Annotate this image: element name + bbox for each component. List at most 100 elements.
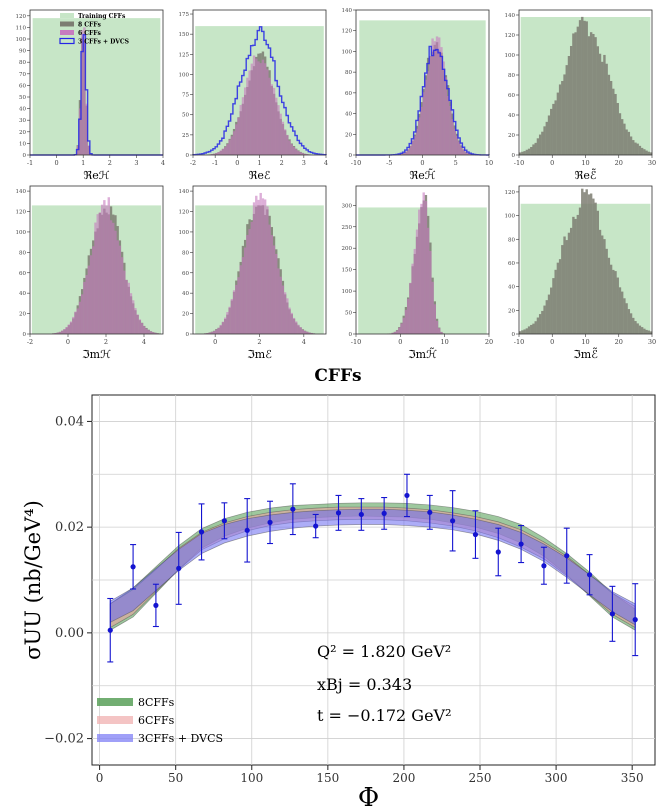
histogram-bar (592, 33, 595, 155)
histogram-bar (438, 328, 441, 334)
histogram-bar (462, 148, 465, 155)
histogram-bar (618, 287, 622, 334)
histogram-bar (598, 229, 602, 334)
histogram-bar (294, 321, 298, 334)
legend-swatch (97, 698, 133, 706)
histogram-bar (279, 276, 282, 334)
data-point (152, 583, 159, 628)
histogram-bar (632, 317, 635, 334)
histogram-bar (411, 263, 414, 334)
histogram-bar (210, 154, 214, 155)
y-tick-label: 100 (505, 214, 516, 220)
histogram-bar (272, 245, 276, 334)
histogram-bar (433, 304, 436, 334)
y-tick-label: 10 (19, 141, 26, 147)
x-axis-label: Φ (358, 783, 379, 812)
histogram-bar (572, 216, 575, 334)
histogram-bar (239, 265, 242, 334)
x-tick-label: 0 (213, 338, 217, 346)
x-tick-label: 20 (485, 338, 493, 346)
y-tick-label: 75 (182, 93, 189, 99)
y-tick-label: 40 (508, 285, 515, 291)
y-tick-label: 50 (182, 113, 189, 119)
data-point (244, 498, 251, 563)
histogram-bar (572, 33, 575, 155)
y-tick-label: 150 (179, 32, 190, 38)
x-tick-label: 0 (398, 338, 402, 346)
histogram-bar (281, 121, 285, 155)
x-tick-label: -5 (386, 159, 392, 167)
x-axis-label: ℑmℰ̃ (573, 347, 598, 361)
histogram-bar (605, 63, 608, 155)
histogram-bar (228, 306, 231, 334)
y-tick-label: 120 (342, 29, 353, 35)
histogram-bar (143, 326, 146, 334)
legend-swatch (59, 37, 75, 45)
histogram-bar (58, 331, 62, 334)
point-marker (609, 611, 615, 617)
data-point (312, 513, 319, 539)
x-tick-label: 150 (316, 771, 339, 785)
histogram-bar (252, 55, 256, 156)
histogram-bar (643, 149, 646, 155)
histogram-bar (252, 202, 256, 334)
histogram-bar (241, 97, 245, 155)
x-tick-label: 20 (615, 159, 623, 167)
y-tick-label: 60 (182, 271, 189, 277)
histogram-bar (649, 331, 653, 334)
x-tick-label: 2 (257, 338, 261, 346)
histogram-bar (444, 77, 448, 155)
histogram-bar (215, 329, 218, 334)
histogram-bar (429, 56, 432, 155)
histogram-bar (210, 331, 214, 334)
x-axis-label: ℑmℋ̃ (408, 347, 437, 361)
y-tick-label: 140 (342, 8, 353, 14)
point-marker (107, 627, 113, 633)
point-marker (290, 506, 296, 512)
point-marker (313, 523, 319, 529)
data-point (563, 527, 570, 584)
histogram-bar (87, 145, 91, 155)
histogram-bar (543, 305, 546, 334)
y-tick-label: 80 (19, 250, 26, 256)
histogram-bar (431, 38, 434, 156)
point-marker (632, 617, 638, 623)
histogram-bar (565, 65, 568, 155)
histogram-bar (61, 330, 64, 334)
histogram-bar (306, 331, 309, 334)
histogram-bar (226, 144, 229, 155)
histogram-bar (587, 194, 591, 334)
y-tick-label: 25 (182, 133, 189, 139)
histogram-bar (395, 330, 399, 334)
x-tick-label: 4 (302, 338, 306, 346)
x-axis-label: ℜeℋ (83, 169, 109, 182)
data-point (495, 527, 502, 577)
y-tick-label: 0.04 (55, 414, 84, 429)
histogram-bar (391, 332, 394, 334)
histogram-bar (69, 321, 73, 334)
x-tick-label: 4 (142, 338, 146, 346)
y-tick-label: 120 (505, 190, 516, 196)
x-tick-label: 200 (392, 771, 415, 785)
histogram-bar (206, 333, 209, 334)
histogram-bar (230, 298, 234, 334)
legend-label: 6CFFs (138, 714, 175, 727)
histogram-bar (556, 92, 560, 155)
histogram-bar (94, 222, 97, 334)
histogram-bar (127, 282, 130, 334)
histogram-bar (248, 229, 251, 334)
histogram-bar (607, 74, 611, 155)
histogram-bar (221, 148, 225, 155)
histogram-bar (519, 152, 522, 155)
histogram-bar (145, 328, 148, 334)
histogram-bar (136, 314, 139, 334)
histogram-bar (72, 316, 75, 334)
data-point (198, 503, 205, 561)
histogram-bar (219, 324, 223, 334)
histogram-bar (429, 250, 432, 334)
training-band (32, 18, 161, 156)
histogram-bar (215, 152, 218, 155)
histogram-bar (123, 270, 126, 334)
